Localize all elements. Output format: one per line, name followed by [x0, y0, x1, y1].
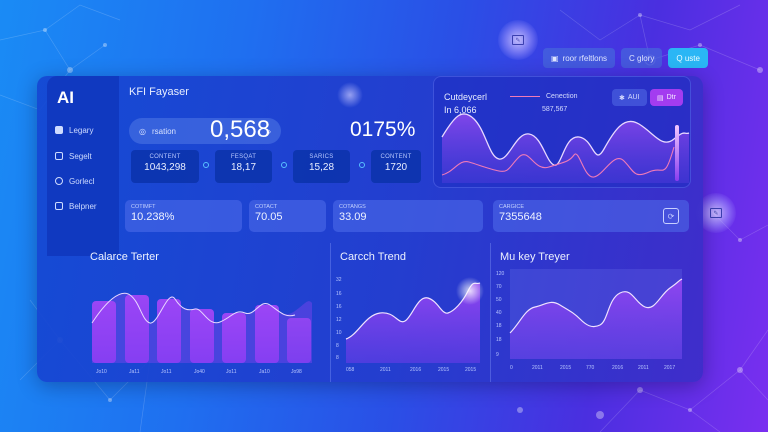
report-icon: ▣ — [551, 53, 559, 63]
overview-legend-value: 587,567 — [542, 106, 568, 113]
svg-text:Ja11: Ja11 — [129, 369, 140, 375]
svg-text:8: 8 — [336, 355, 339, 361]
calendar-icon: ▤ — [657, 94, 664, 102]
svg-text:40: 40 — [496, 310, 502, 316]
sidebar-item-legary[interactable]: Legary — [55, 121, 119, 139]
kpi-title: KFI Fayaser — [129, 86, 189, 98]
share-icon-button[interactable]: ⟳ — [663, 208, 679, 224]
svg-text:9: 9 — [496, 352, 499, 358]
svg-text:18: 18 — [496, 323, 502, 329]
overview-subtitle: In 6,066 — [444, 105, 477, 115]
stat-card-4: CARGICE 7355648 ⟳ — [493, 200, 689, 232]
refresh-button[interactable]: C glory — [621, 48, 663, 68]
top-toolbar: ▣ roor rfeltlons C glory Q uste — [543, 48, 708, 68]
chart-title: Calarce Terter — [90, 251, 159, 263]
dot-icon — [203, 162, 209, 168]
svg-text:Jo11: Jo11 — [226, 369, 237, 375]
trend-area-chart: 32 16 16 12 10 8 8 058 2011 2016 2015 2015 — [336, 277, 484, 373]
dashboard-panel: AI Legary Segelt Gorlecl Belpner KFI Fay… — [37, 76, 703, 382]
svg-text:2016: 2016 — [612, 365, 623, 371]
chevron-right-icon: › — [268, 126, 271, 136]
svg-text:2015: 2015 — [438, 367, 449, 373]
svg-text:Jo10: Jo10 — [96, 369, 107, 375]
svg-text:2015: 2015 — [465, 367, 476, 373]
legend-line-icon — [510, 95, 540, 98]
svg-text:10: 10 — [336, 330, 342, 336]
bar-chart: Jo10 Ja11 Jo11 Jo40 Jo11 Ja10 Jo98 — [91, 292, 312, 375]
edit-icon: ✎ — [512, 35, 524, 45]
search-button[interactable]: Q uste — [668, 48, 708, 68]
svg-text:32: 32 — [336, 277, 342, 283]
stat-card-2: COTACT 70.05 — [249, 200, 326, 232]
divider — [490, 243, 491, 382]
mini-card-sarics: SARICS 15,28 — [293, 150, 350, 183]
mini-card-content-2: CONTENT 1720 — [371, 150, 421, 183]
scroll-handle — [675, 125, 679, 181]
overview-title: Cutdeycerl — [444, 92, 488, 102]
svg-text:Jo11: Jo11 — [161, 369, 172, 375]
edit-icon: ✎ — [710, 208, 722, 218]
svg-text:770: 770 — [586, 365, 595, 371]
chart-title: Mu key Treyer — [500, 251, 570, 263]
svg-text:18: 18 — [496, 337, 502, 343]
svg-text:2015: 2015 — [560, 365, 571, 371]
divider — [330, 243, 331, 382]
svg-text:2017: 2017 — [664, 365, 675, 371]
building-icon — [55, 202, 63, 210]
app-logo: AI — [57, 88, 74, 107]
overview-chart-card: Cutdeycerl In 6,066 Cenection 587,567 ✱ … — [433, 76, 691, 188]
overview-legend: Cenection — [510, 93, 578, 100]
svg-text:70: 70 — [496, 284, 502, 290]
info-icon: ◎ — [139, 126, 146, 136]
link-icon — [55, 177, 63, 185]
svg-text:8: 8 — [336, 343, 339, 349]
svg-text:2016: 2016 — [410, 367, 421, 373]
svg-text:16: 16 — [336, 304, 342, 310]
svg-text:Ja10: Ja10 — [259, 369, 270, 375]
svg-text:Jo40: Jo40 — [194, 369, 205, 375]
svg-text:120: 120 — [496, 271, 505, 277]
mini-card-fesqat: FESQAT 18,17 — [215, 150, 272, 183]
stat-card-1: COTIMFT 10.238% — [125, 200, 242, 232]
sidebar-item-belpner[interactable]: Belpner — [55, 197, 119, 215]
chart-title: Carcch Trend — [340, 251, 407, 263]
stat-card-3: COTANGS 33.09 — [333, 200, 483, 232]
svg-text:12: 12 — [336, 317, 342, 323]
kpi-filter-pill[interactable]: ◎ rsation › — [129, 118, 281, 144]
grid-icon — [55, 152, 63, 160]
dot-icon — [281, 162, 287, 168]
gear-icon: ✱ — [619, 94, 625, 102]
report-button[interactable]: ▣ roor rfeltlons — [543, 48, 616, 68]
kpi-percent: 0175% — [350, 118, 416, 141]
key-trend-panel: Mu key Treyer 120 70 50 40 18 18 9 0 2011 2015 77… — [490, 243, 690, 382]
svg-text:50: 50 — [496, 297, 502, 303]
svg-text:0: 0 — [510, 365, 513, 371]
edit-floating-button[interactable]: ✎ — [498, 20, 538, 60]
kpi-main-value: 0,568 — [210, 116, 271, 143]
mini-card-content: CONTENT 1043,298 — [131, 150, 199, 183]
svg-text:2011: 2011 — [638, 365, 649, 371]
trend-chart-panel: Carcch Trend 32 16 16 12 10 8 8 058 2011 2016 201… — [330, 243, 490, 382]
home-icon — [55, 126, 63, 134]
sidebar-item-segelt[interactable]: Segelt — [55, 147, 119, 165]
auto-button[interactable]: ✱ AUI — [612, 89, 647, 106]
sidebar-item-gorlecl[interactable]: Gorlecl — [55, 172, 119, 190]
dot-icon — [359, 162, 365, 168]
svg-text:2011: 2011 — [380, 367, 391, 373]
key-trend-area-chart: 120 70 50 40 18 18 9 0 2011 2015 770 2016 2011 2017 — [496, 269, 683, 371]
svg-text:16: 16 — [336, 291, 342, 297]
svg-text:Jo98: Jo98 — [291, 369, 302, 375]
svg-text:058: 058 — [346, 367, 355, 373]
bar-chart-panel: Calarce Terter Jo10 Ja11 Jo11 Jo40 Jo11 Ja10 J… — [80, 243, 330, 382]
date-button[interactable]: ▤ Dtr — [650, 89, 683, 106]
overview-line-chart — [441, 113, 690, 183]
svg-text:2011: 2011 — [532, 365, 543, 371]
sidebar: AI Legary Segelt Gorlecl Belpner — [47, 76, 119, 256]
